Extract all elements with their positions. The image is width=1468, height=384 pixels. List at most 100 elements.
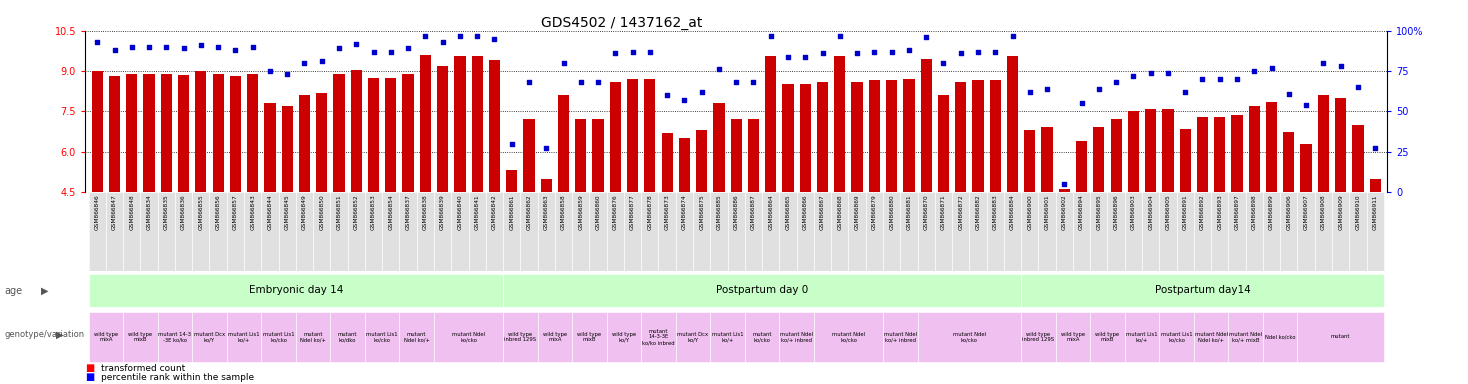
Text: GSM866855: GSM866855 [198,194,204,230]
Bar [366,312,399,362]
Point [1173,89,1196,95]
Bar [520,192,537,271]
Bar [1280,192,1298,271]
Text: GSM866893: GSM866893 [1217,194,1223,230]
Bar [606,192,624,271]
Point [1070,100,1094,106]
Text: GSM866905: GSM866905 [1166,194,1170,230]
Text: GSM866847: GSM866847 [112,194,117,230]
Bar [316,93,327,192]
Point [1035,86,1058,92]
Point [138,44,161,50]
Text: GSM866857: GSM866857 [233,194,238,230]
Text: GSM866876: GSM866876 [612,194,618,230]
Text: GSM866897: GSM866897 [1235,194,1239,230]
Text: GSM866843: GSM866843 [250,194,255,230]
Point [517,79,540,85]
Bar [813,312,882,362]
Bar [1211,192,1229,271]
Bar [1022,275,1384,307]
Point [1346,84,1370,90]
Text: mutant Lis1
ko/+: mutant Lis1 ko/+ [1126,331,1158,343]
Point [828,33,851,39]
Bar [1145,109,1157,192]
Bar [882,192,900,271]
Bar [385,78,396,192]
Bar [1022,312,1055,362]
Text: GSM866892: GSM866892 [1199,194,1205,230]
Bar [1298,312,1384,362]
Text: GDS4502 / 1437162_at: GDS4502 / 1437162_at [540,16,702,30]
Bar [524,119,534,192]
Bar [816,82,828,192]
Point [741,79,765,85]
Bar [609,82,621,192]
Text: GSM866911: GSM866911 [1373,194,1377,230]
Text: GSM866898: GSM866898 [1252,194,1257,230]
Point [708,66,731,73]
Point [1329,63,1352,69]
Bar [264,103,276,192]
Bar [1196,117,1208,192]
Bar [435,312,504,362]
Bar [800,84,810,192]
Bar [744,192,762,271]
Text: GSM866901: GSM866901 [1045,194,1050,230]
Text: GSM866883: GSM866883 [992,194,998,230]
Point [345,41,368,47]
Bar [765,56,777,192]
Bar [1094,127,1104,192]
Text: GSM866896: GSM866896 [1114,194,1119,230]
Text: GSM866842: GSM866842 [492,194,498,230]
Point [1139,70,1163,76]
Text: wild type
mixB: wild type mixB [128,331,153,343]
Bar [1232,116,1242,192]
Point [966,49,989,55]
Bar [1246,192,1262,271]
Text: GSM866870: GSM866870 [923,194,929,230]
Bar [935,192,953,271]
Bar [1193,192,1211,271]
Bar [866,192,882,271]
Bar [593,119,603,192]
Bar [711,312,744,362]
Text: mutant Lis1
ko/+: mutant Lis1 ko/+ [228,331,260,343]
Text: GSM866851: GSM866851 [336,194,342,230]
Bar [226,192,244,271]
Bar [88,275,504,307]
Bar [1180,129,1191,192]
Text: GSM866858: GSM866858 [561,194,567,230]
Bar [1193,312,1229,362]
Text: wild type
mixA: wild type mixA [94,331,117,343]
Bar [747,119,759,192]
Point [465,33,489,39]
Text: GSM866907: GSM866907 [1304,194,1308,230]
Text: GSM866861: GSM866861 [509,194,514,230]
Text: GSM866904: GSM866904 [1148,194,1154,230]
Bar [1315,192,1331,271]
Bar [662,133,672,192]
Bar [123,192,141,271]
Point [932,60,956,66]
Bar [1038,192,1055,271]
Point [1191,76,1214,82]
Bar [297,192,313,271]
Bar [882,312,918,362]
Text: GSM866841: GSM866841 [474,194,480,230]
Text: GSM866850: GSM866850 [319,194,324,230]
Bar [366,192,382,271]
Text: GSM866902: GSM866902 [1061,194,1067,230]
Bar [678,138,690,192]
Bar [178,75,189,192]
Text: GSM866900: GSM866900 [1028,194,1032,230]
Text: GSM866872: GSM866872 [959,194,963,230]
Bar [261,312,297,362]
Text: GSM866909: GSM866909 [1339,194,1343,230]
Point [1001,33,1025,39]
Point [552,60,575,66]
Bar [1127,111,1139,192]
Point [690,89,713,95]
Text: GSM866910: GSM866910 [1355,194,1361,230]
Text: wild type
inbred 129S: wild type inbred 129S [505,331,536,343]
Point [1104,79,1127,85]
